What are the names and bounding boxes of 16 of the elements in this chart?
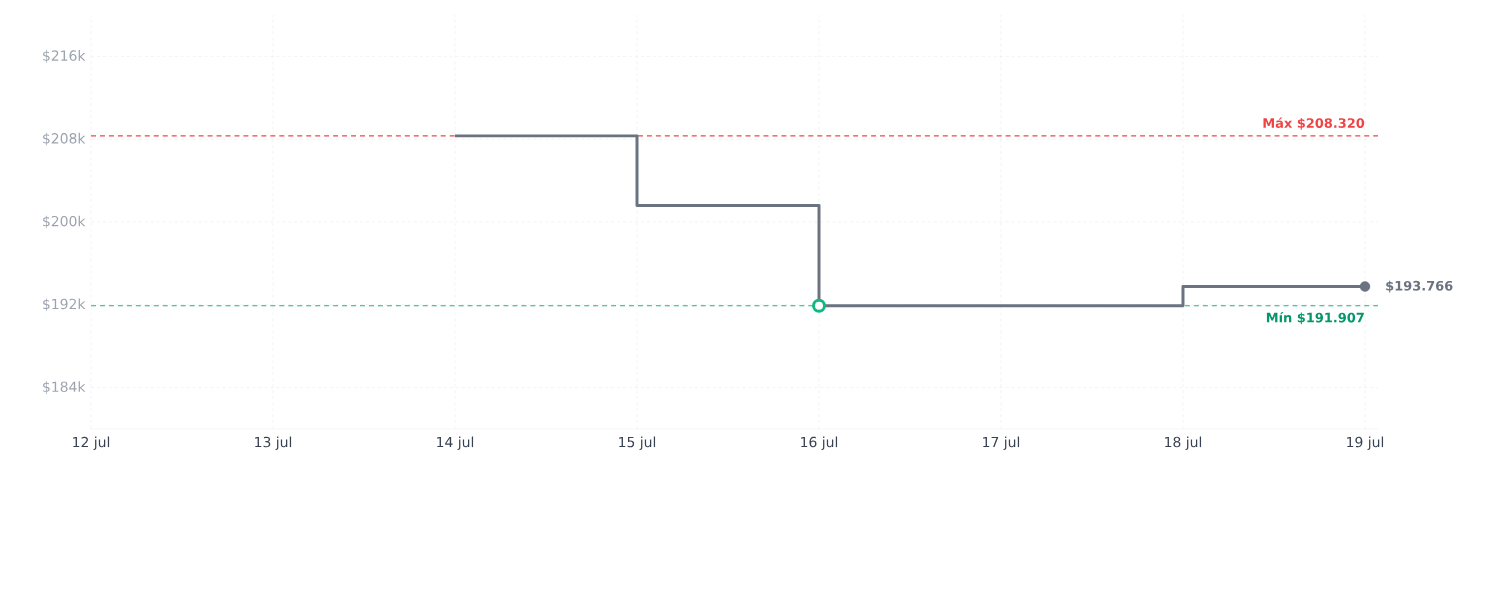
x-tick-label: 18 jul bbox=[1165, 436, 1202, 451]
annotation: $193.766 bbox=[1386, 280, 1453, 293]
x-tick-label: 19 jul bbox=[1347, 436, 1384, 451]
x-tick-label: 17 jul bbox=[983, 436, 1020, 451]
x-tick-label: 14 jul bbox=[437, 436, 474, 451]
y-tick-label: $216k bbox=[43, 50, 86, 63]
x-tick-label: 12 jul bbox=[73, 436, 110, 451]
y-tick-label: $208k bbox=[43, 132, 86, 146]
x-tick-label: 16 jul bbox=[801, 436, 838, 451]
y-tick-label: $184k bbox=[43, 381, 86, 394]
y-tick-label: $192k bbox=[43, 298, 86, 312]
x-tick-label: 15 jul bbox=[619, 436, 656, 451]
x-tick-label: 13 jul bbox=[255, 436, 292, 451]
ref-line-label: Máx $208.320 bbox=[1263, 117, 1365, 130]
ref-line-label: Mín $191.907 bbox=[1266, 311, 1364, 325]
y-tick-label: $200k bbox=[43, 215, 86, 229]
